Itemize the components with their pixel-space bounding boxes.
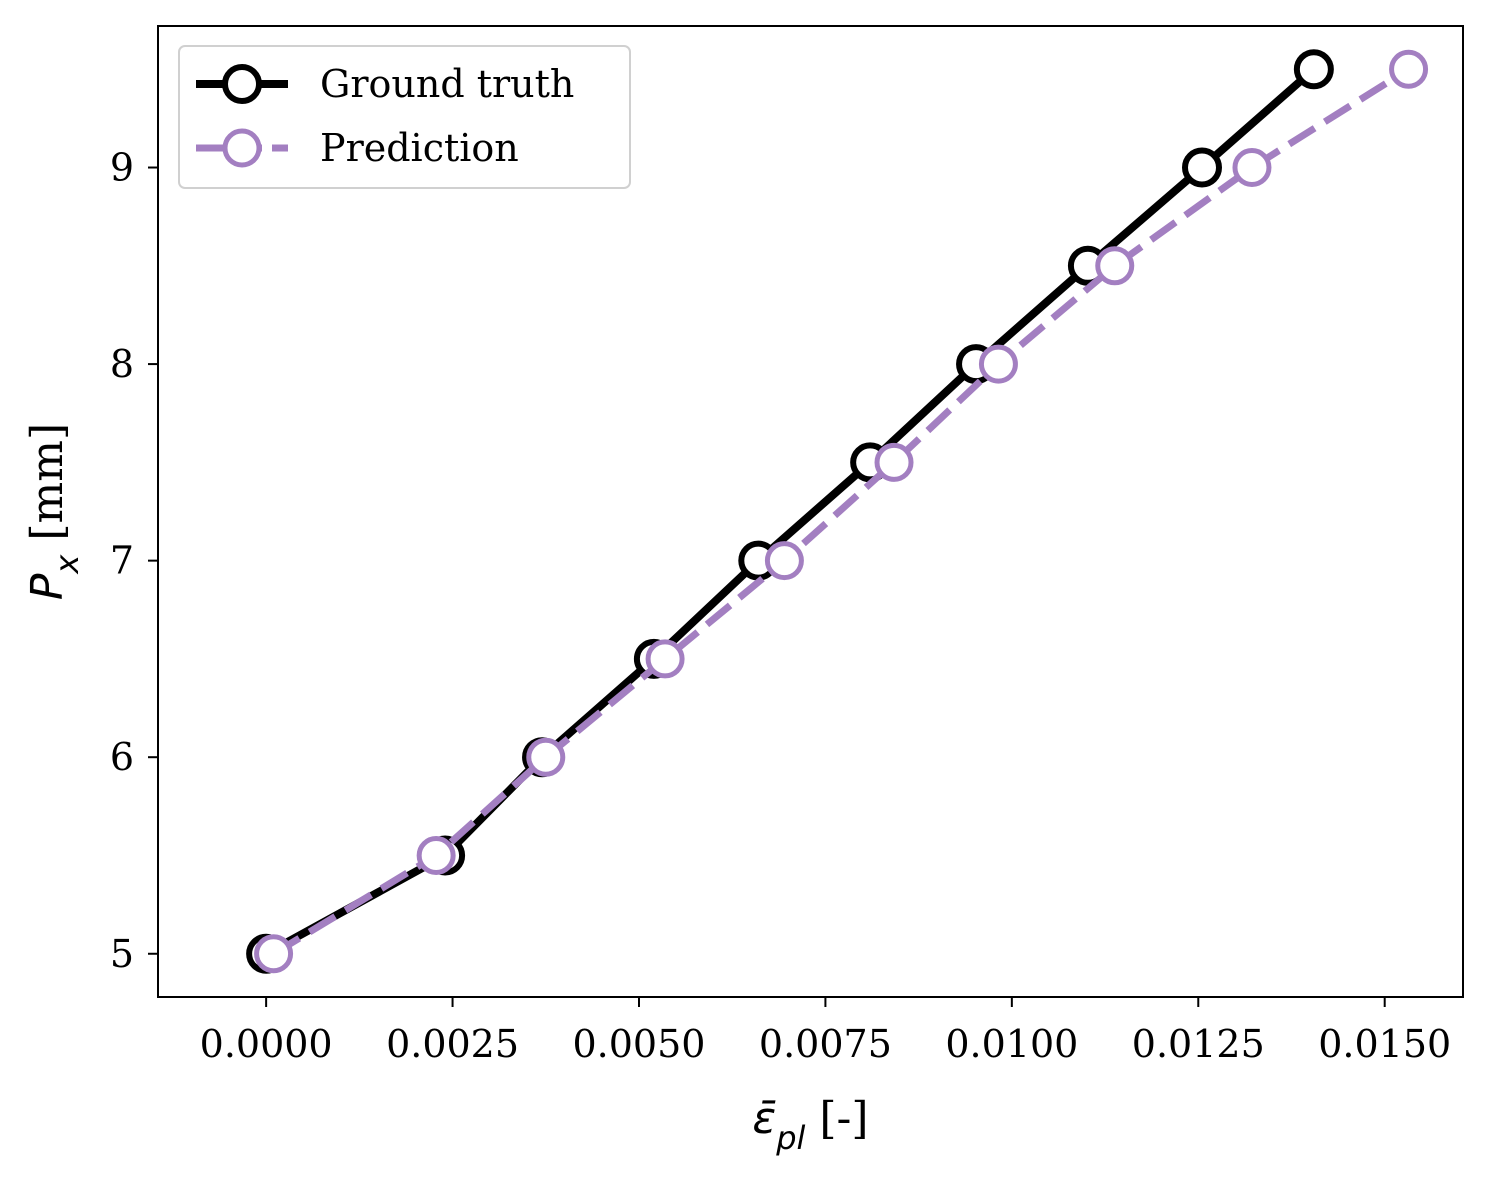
x-tick-label: 0.0075 [759,1022,892,1066]
y-tick-label: 9 [110,146,134,190]
data-point [1095,246,1135,286]
data-point [1232,148,1272,188]
legend-marker [222,64,262,104]
x-tick-label: 0.0125 [1132,1022,1265,1066]
y-tick-label: 7 [110,539,134,583]
series-layer [246,49,1429,974]
data-point [1182,147,1222,188]
data-point [254,934,294,974]
legend-item: Prediction [196,126,519,170]
data-point [1293,49,1334,90]
x-axis-unit: [-] [805,1093,868,1144]
data-point [526,737,566,777]
y-axis-symbol: P [22,573,73,600]
x-axis: 0.0000 0.0025 0.0050 0.0075 0.0100 0.0125 0.01… [200,997,1451,1066]
y-axis-title: Px [mm] [22,423,86,600]
series-prediction [254,49,1429,974]
x-tick-label: 0.0050 [573,1022,706,1066]
y-axis: 5 6 7 8 9 [110,146,158,976]
data-point [1389,49,1429,89]
x-tick-label: 0.0150 [1318,1022,1451,1066]
x-axis-symbol: ε̄ [752,1093,776,1144]
x-tick-label: 0.0100 [945,1022,1078,1066]
legend-label: Prediction [320,126,519,170]
legend-item: Ground truth [196,62,574,106]
x-tick-label: 0.0000 [200,1022,333,1066]
data-point [645,639,685,679]
y-tick-label: 6 [110,735,134,779]
x-axis-title: ε̄pl [-] [752,1093,868,1157]
data-point [416,835,456,875]
legend-box [178,45,631,189]
x-axis-subscript: pl [775,1119,805,1157]
legend: Ground truth Prediction [178,45,631,189]
y-tick-label: 5 [110,932,134,976]
legend-label: Ground truth [320,62,574,106]
y-axis-subscript: x [48,554,86,575]
series-line [271,66,1411,957]
x-tick-label: 0.0025 [386,1022,519,1066]
y-axis-unit: [mm] [22,423,73,555]
y-tick-label: 8 [110,342,134,386]
plot-frame [157,25,1464,998]
legend-marker [222,128,262,168]
data-point [764,541,804,581]
data-point [978,344,1018,384]
data-point [874,442,914,482]
